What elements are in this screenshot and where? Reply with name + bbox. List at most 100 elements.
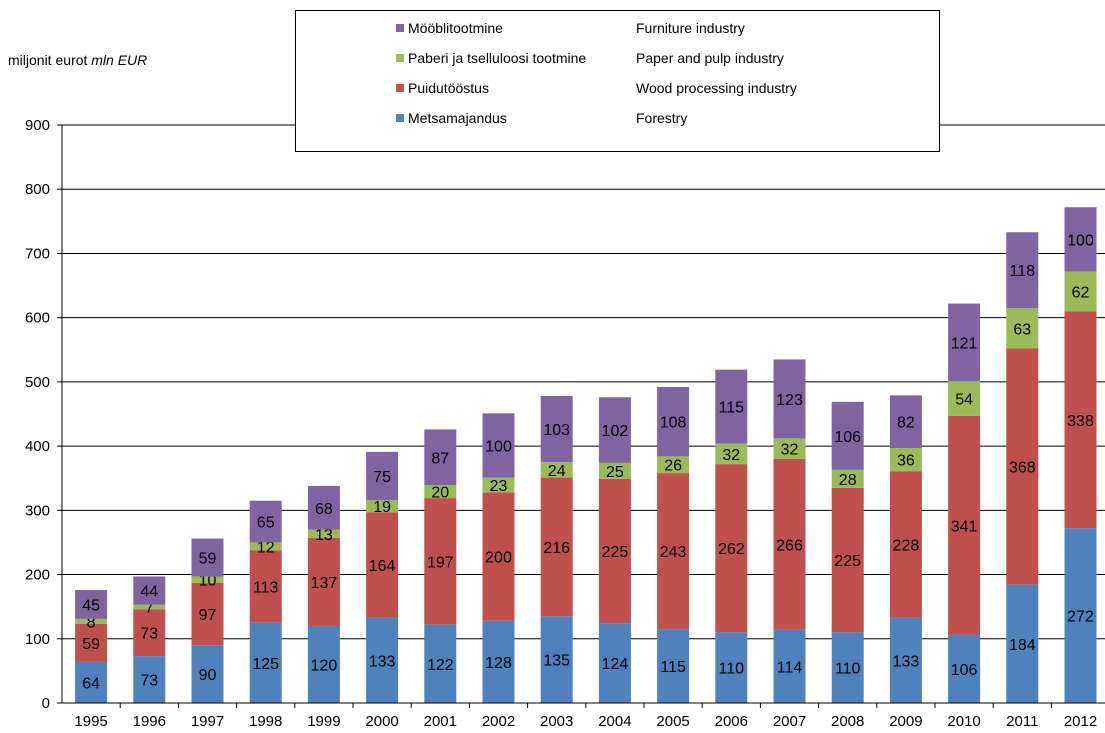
bar-segment <box>540 616 573 703</box>
bar-segment <box>657 473 690 630</box>
x-tick-label: 2010 <box>947 713 980 730</box>
data-label: 19 <box>373 499 391 516</box>
y-tick-label: 200 <box>25 567 50 584</box>
data-label: 121 <box>951 335 978 352</box>
bar-segment <box>773 359 806 439</box>
bar-segment <box>75 661 108 703</box>
bar-segment <box>540 396 573 463</box>
bar-segment <box>75 624 108 662</box>
data-label: 262 <box>718 541 745 558</box>
bar-segment <box>191 576 224 583</box>
x-tick-label: 2011 <box>1006 713 1038 730</box>
bar-segment <box>366 500 399 513</box>
data-label: 54 <box>955 392 973 409</box>
bar-segment <box>191 645 224 703</box>
bar-segment <box>889 395 922 449</box>
data-label: 73 <box>140 626 158 643</box>
data-label: 266 <box>776 537 803 554</box>
x-tick-label: 1997 <box>191 713 224 730</box>
bar-segment <box>75 618 108 625</box>
data-label: 200 <box>485 550 512 567</box>
data-label: 12 <box>257 539 275 556</box>
data-label: 10 <box>199 573 217 590</box>
data-label: 184 <box>1009 637 1036 654</box>
data-label: 73 <box>140 673 158 690</box>
data-label: 110 <box>835 661 861 678</box>
bar-segment <box>889 448 922 472</box>
data-label: 118 <box>1010 263 1036 280</box>
data-label: 25 <box>606 464 624 481</box>
data-label: 45 <box>82 597 100 614</box>
legend-swatch <box>396 54 404 62</box>
data-label: 115 <box>719 400 745 417</box>
data-label: 87 <box>431 450 449 467</box>
bar-segment <box>889 471 922 618</box>
bar-segment <box>948 303 981 382</box>
legend-label-en: Furniture industry <box>636 20 745 36</box>
data-label: 103 <box>543 422 570 439</box>
data-label: 133 <box>369 653 396 670</box>
bar-segment <box>948 634 981 703</box>
bar-segment <box>133 609 166 657</box>
data-label: 128 <box>485 655 512 672</box>
legend-item: Metsamajandus Forestry <box>396 109 687 127</box>
x-tick-label: 2006 <box>715 713 748 730</box>
y-tick-label: 500 <box>25 374 50 391</box>
bar-segment <box>657 456 690 474</box>
data-label: 243 <box>660 544 687 561</box>
data-label: 113 <box>253 579 279 596</box>
bar-segment <box>249 542 282 551</box>
bar-segment <box>1064 311 1097 529</box>
bar-segment <box>1064 271 1097 312</box>
bar-segment <box>249 550 282 623</box>
data-label: 102 <box>602 423 629 440</box>
data-label: 26 <box>664 458 682 475</box>
bar-segment <box>1064 528 1097 703</box>
data-label: 68 <box>315 501 333 518</box>
data-label: 123 <box>776 392 803 409</box>
data-label: 114 <box>777 659 803 676</box>
legend-label-en: Paper and pulp industry <box>636 50 784 66</box>
bar-segment <box>133 656 166 703</box>
x-tick-label: 1995 <box>74 713 107 730</box>
data-label: 32 <box>781 442 799 459</box>
bar-segment <box>1006 308 1039 349</box>
bar-segment <box>249 500 282 543</box>
bar-segment <box>482 413 515 478</box>
y-tick-label: 300 <box>25 502 50 519</box>
data-label: 97 <box>199 607 217 624</box>
legend: Mööblitootmine Furniture industry Paberi j… <box>295 10 940 152</box>
data-label: 106 <box>834 429 861 446</box>
y-tick-label: 400 <box>25 438 50 455</box>
data-label: 135 <box>543 653 570 670</box>
data-label: 100 <box>1067 232 1094 249</box>
legend-swatch <box>396 24 404 32</box>
data-label: 115 <box>660 659 686 676</box>
data-label: 137 <box>311 575 338 592</box>
bar-segment <box>1006 348 1039 585</box>
legend-swatch <box>396 84 404 92</box>
data-label: 338 <box>1067 413 1094 430</box>
bar-segment <box>715 369 748 444</box>
data-label: 65 <box>257 515 275 532</box>
unit-label-et: miljonit eurot <box>8 52 88 68</box>
data-label: 106 <box>951 662 978 679</box>
bar-segment <box>424 624 457 703</box>
bar-segment <box>366 617 399 703</box>
bar-segment <box>540 477 573 617</box>
data-label: 272 <box>1067 609 1094 626</box>
data-label: 59 <box>82 636 100 653</box>
x-tick-label: 2005 <box>656 713 689 730</box>
legend-swatch <box>396 114 404 122</box>
y-tick-label: 700 <box>25 245 50 262</box>
bar-segment <box>889 617 922 703</box>
bar-segment <box>948 415 981 635</box>
bar-segment <box>657 629 690 703</box>
bar-segment <box>657 387 690 457</box>
x-tick-label: 2000 <box>365 713 398 730</box>
data-label: 44 <box>140 584 158 601</box>
bar-segment <box>133 604 166 610</box>
bar-segment <box>773 458 806 630</box>
legend-label-et: Paberi ja tselluloosi tootmine <box>408 50 587 66</box>
